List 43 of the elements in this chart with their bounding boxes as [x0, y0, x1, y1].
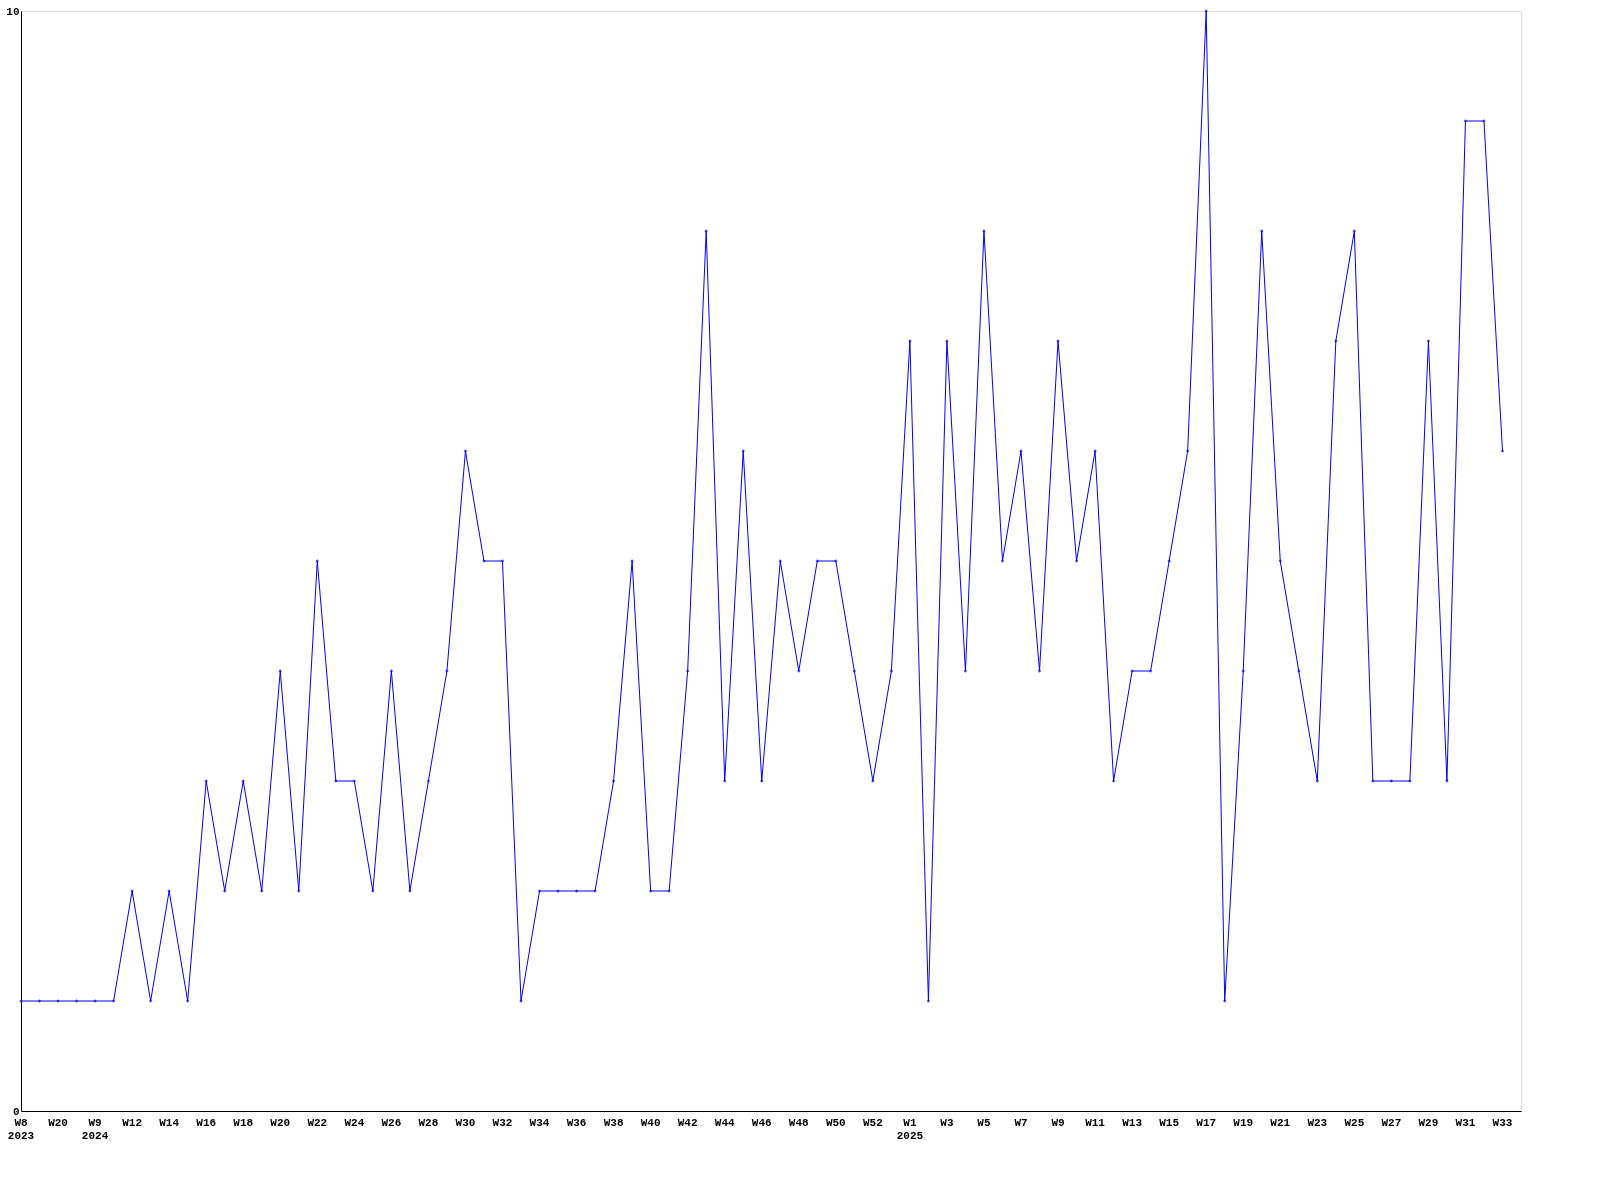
x-tick-label: W38 [603, 1117, 624, 1129]
x-tick-label: W8 2023 [7, 1117, 35, 1142]
x-tick-label: W30 [455, 1117, 476, 1129]
x-tick-label: W7 [1014, 1117, 1028, 1129]
x-tick-label: W52 [862, 1117, 883, 1129]
x-tick-label: W36 [566, 1117, 587, 1129]
x-tick-label: W28 [418, 1117, 439, 1129]
x-tick-label: W3 [940, 1117, 954, 1129]
x-tick-label: W15 [1159, 1117, 1180, 1129]
x-tick-label: W18 [233, 1117, 254, 1129]
x-tick-label: W16 [196, 1117, 217, 1129]
y-tick-label: 10 [6, 5, 20, 18]
x-tick-label: W9 2024 [81, 1117, 109, 1142]
x-tick-label: W32 [492, 1117, 513, 1129]
x-tick-label: W29 [1418, 1117, 1439, 1129]
x-tick-label: W25 [1344, 1117, 1365, 1129]
x-tick-label: W22 [307, 1117, 328, 1129]
x-tick-label: W31 [1455, 1117, 1476, 1129]
x-tick-label: W19 [1233, 1117, 1254, 1129]
x-tick-label: W5 [977, 1117, 991, 1129]
x-tick-label: W9 [1051, 1117, 1065, 1129]
x-tick-label: W14 [159, 1117, 180, 1129]
x-tick-label: W20 [270, 1117, 291, 1129]
x-tick-label: W42 [677, 1117, 698, 1129]
x-tick-label: W44 [714, 1117, 735, 1129]
x-tick-label: W40 [640, 1117, 661, 1129]
x-tick-label: W33 [1492, 1117, 1513, 1129]
x-tick-label: W21 [1270, 1117, 1291, 1129]
x-tick-label: W50 [825, 1117, 846, 1129]
x-tick-label: W26 [381, 1117, 402, 1129]
x-tick-label: W11 [1085, 1117, 1106, 1129]
x-tick-label: W13 [1122, 1117, 1143, 1129]
y-tick-label: 0 [12, 1105, 20, 1118]
x-tick-label: W24 [344, 1117, 365, 1129]
x-tick-label: W17 [1196, 1117, 1217, 1129]
x-tick-label: W48 [788, 1117, 810, 1129]
x-tick-label: W23 [1307, 1117, 1328, 1129]
x-tick-label: W46 [751, 1117, 772, 1129]
x-tick-label: W20 [48, 1117, 68, 1129]
x-tick-label: W12 [122, 1117, 143, 1129]
x-tick-label: W34 [529, 1117, 550, 1129]
x-tick-label: W27 [1381, 1117, 1402, 1129]
x-tick-label: W1 2025 [896, 1117, 924, 1142]
